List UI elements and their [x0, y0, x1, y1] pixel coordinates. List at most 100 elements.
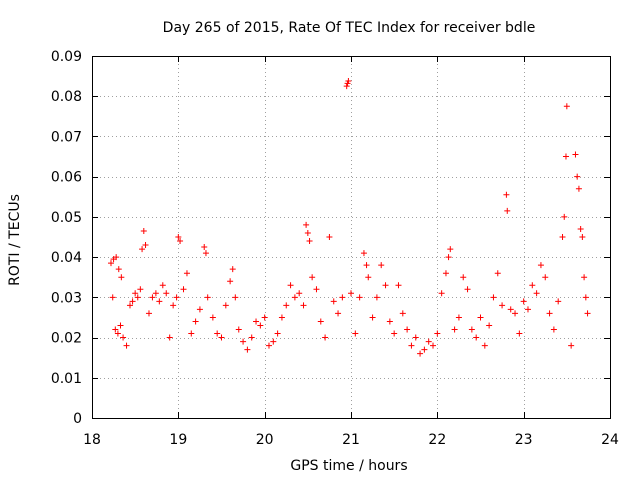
data-point [581, 274, 588, 281]
data-point [430, 342, 437, 349]
data-point [504, 207, 511, 214]
data-point [555, 298, 562, 305]
data-point [425, 338, 432, 345]
data-point [434, 330, 441, 337]
data-point [107, 260, 114, 267]
data-point [561, 213, 568, 220]
data-point [201, 244, 208, 251]
data-point [460, 274, 467, 281]
data-point [330, 298, 337, 305]
data-point [180, 286, 187, 293]
x-tick-labels: 18 19 20 21 22 23 24 [83, 432, 619, 448]
data-point [129, 298, 136, 305]
data-point [177, 238, 184, 245]
data-point [115, 266, 122, 273]
data-point [278, 314, 285, 321]
data-point [291, 294, 298, 301]
data-point [209, 314, 216, 321]
data-point [309, 274, 316, 281]
y-tick-label: 0.06 [51, 170, 82, 186]
data-point [214, 330, 221, 337]
data-point [399, 310, 406, 317]
data-points [107, 77, 591, 357]
data-point [537, 262, 544, 269]
data-point [235, 326, 242, 333]
y-tick-label: 0.09 [51, 49, 82, 65]
data-point [283, 302, 290, 309]
data-point [222, 302, 229, 309]
data-point [494, 270, 501, 277]
data-point [417, 350, 424, 357]
data-point [123, 342, 130, 349]
data-point [132, 290, 139, 297]
data-point [546, 310, 553, 317]
data-point [575, 185, 582, 192]
data-point [395, 282, 402, 289]
data-point [149, 294, 156, 301]
y-tick-label: 0.05 [51, 210, 82, 226]
data-point [188, 330, 195, 337]
data-point [499, 302, 506, 309]
chart-title: Day 265 of 2015, Rate Of TEC Index for r… [163, 20, 536, 36]
data-point [563, 103, 570, 110]
data-point [218, 334, 225, 341]
y-tick-label: 0.03 [51, 290, 82, 306]
data-point [512, 310, 519, 317]
data-point [192, 318, 199, 325]
data-point [126, 302, 133, 309]
data-point [163, 290, 170, 297]
x-tick-label: 23 [515, 432, 533, 448]
data-point [507, 306, 514, 313]
data-point [229, 266, 236, 273]
data-point [139, 246, 146, 253]
data-point [365, 274, 372, 281]
data-point [261, 314, 268, 321]
data-point [113, 254, 120, 261]
data-point [170, 302, 177, 309]
axis-ticks [92, 56, 611, 419]
data-point [363, 262, 370, 269]
data-point [118, 274, 125, 281]
data-point [287, 282, 294, 289]
data-point [183, 270, 190, 277]
data-point [317, 318, 324, 325]
data-point [173, 294, 180, 301]
y-tick-label: 0.08 [51, 89, 82, 105]
data-point [447, 246, 454, 253]
data-point [481, 342, 488, 349]
data-point [253, 318, 260, 325]
data-point [248, 334, 255, 341]
data-point [382, 282, 389, 289]
data-point [159, 282, 166, 289]
data-point [112, 326, 119, 333]
data-point [313, 286, 320, 293]
data-point [386, 318, 393, 325]
data-point [114, 330, 121, 337]
data-point [404, 326, 411, 333]
data-point [477, 314, 484, 321]
data-point [326, 234, 333, 240]
data-point [156, 298, 163, 305]
data-point [306, 238, 313, 245]
data-point [568, 342, 575, 349]
data-point [455, 314, 462, 321]
data-point [550, 326, 557, 333]
data-point [335, 310, 342, 317]
data-point [486, 322, 493, 329]
data-point [352, 330, 359, 337]
data-point [559, 234, 566, 240]
data-point [140, 227, 147, 234]
data-point [270, 338, 277, 345]
data-point [345, 77, 352, 84]
data-point [421, 346, 428, 353]
data-point [232, 294, 239, 301]
data-point [391, 330, 398, 337]
x-tick-label: 21 [342, 432, 360, 448]
data-point [369, 314, 376, 321]
x-axis-label: GPS time / hours [290, 458, 407, 474]
x-tick-label: 24 [601, 432, 619, 448]
data-point [257, 322, 264, 329]
data-point [152, 290, 159, 297]
data-point [574, 173, 581, 180]
